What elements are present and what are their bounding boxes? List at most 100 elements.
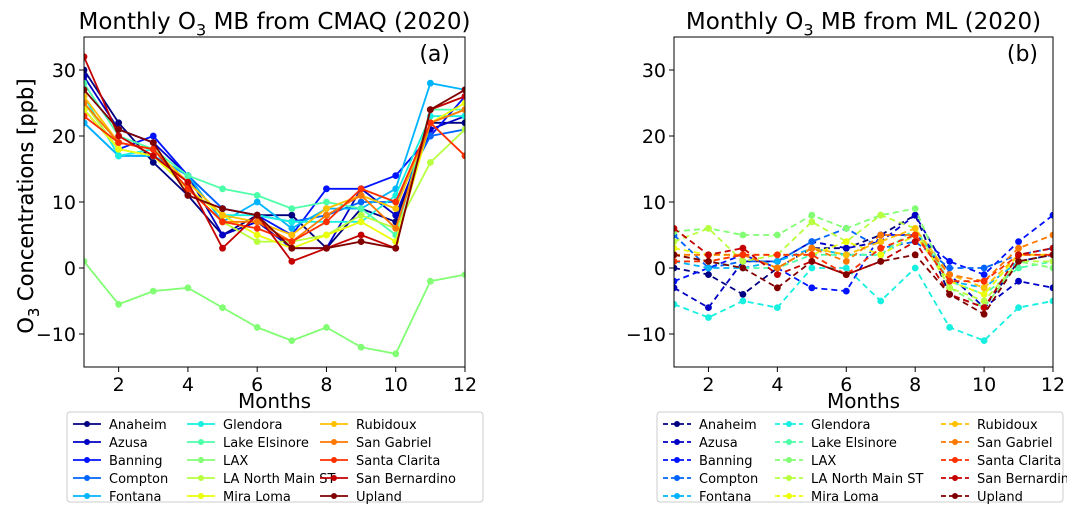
legend-label: Azusa — [699, 436, 738, 451]
y-tick-label: 10 — [52, 192, 76, 214]
legend-label: Upland — [977, 490, 1023, 505]
data-point-santa-clarita-12 — [461, 152, 465, 160]
legend-marker — [331, 475, 337, 481]
legend: Anaheim Azusa Banning Compton Fontana Glendor… — [656, 411, 1067, 505]
legend-marker — [84, 457, 90, 463]
x-axis-label: Months — [238, 389, 311, 413]
data-point-glendora-9 — [946, 324, 954, 331]
legend-label: Azusa — [109, 436, 148, 451]
data-point-san-gabriel-11 — [1015, 244, 1022, 252]
legend-marker — [952, 475, 958, 481]
data-point-san-gabriel-10 — [392, 225, 400, 232]
data-point-anaheim-1 — [674, 264, 678, 272]
series-line-lake-elsinore — [84, 82, 465, 237]
data-point-san-bernardino-5 — [219, 244, 226, 252]
data-point-compton-9 — [946, 264, 954, 272]
series-line-san-bernardino — [674, 227, 1053, 309]
data-point-anaheim-3 — [739, 291, 747, 298]
chart-panel-a: Monthly O3 MB from CMAQ (2020)2 4 6 8 10 12−1… — [14, 9, 484, 505]
data-point-glendora-10 — [980, 337, 988, 344]
data-point-banning-5 — [808, 284, 816, 292]
legend-marker — [786, 457, 792, 463]
legend-label: Lake Elsinore — [223, 436, 309, 451]
x-tick-label: 10 — [384, 374, 408, 396]
series-line-glendora — [674, 266, 1053, 342]
y-axis-label-part1: O — [14, 317, 38, 334]
legend-label: Fontana — [699, 490, 751, 505]
data-point-glendora-12 — [1049, 297, 1053, 305]
x-tick-label: 2 — [702, 374, 714, 396]
data-point-santa-clarita-9 — [946, 277, 954, 285]
legend-marker — [331, 493, 337, 499]
legend-marker — [674, 475, 680, 481]
legend-marker — [952, 457, 958, 463]
chart-title-subscript: 3 — [803, 20, 813, 39]
chart-title-part2: MB from ML (2020) — [814, 9, 1042, 35]
data-point-anaheim-7 — [288, 211, 296, 219]
x-tick-label: 8 — [320, 374, 332, 396]
data-point-san-gabriel-6 — [253, 218, 261, 226]
legend-box — [656, 411, 1064, 503]
data-point-santa-clarita-10 — [980, 277, 988, 285]
data-point-lake-elsinore-1 — [84, 79, 88, 87]
x-tick-label: 2 — [113, 374, 125, 396]
series-line-banning — [674, 214, 1053, 293]
data-point-glendora-6 — [842, 264, 850, 272]
x-tick-label: 10 — [972, 374, 996, 396]
data-point-san-bernardino-7 — [288, 258, 296, 265]
data-point-santa-clarita-3 — [739, 251, 747, 259]
data-point-banning-3 — [149, 132, 157, 140]
data-point-san-bernardino-3 — [149, 152, 157, 160]
data-point-la-north-main-st-11 — [426, 159, 434, 166]
series-line-fontana — [84, 82, 465, 230]
panel-label: (a) — [419, 42, 450, 67]
y-tick-label: 20 — [642, 126, 666, 148]
series-line-anaheim — [84, 69, 465, 250]
data-point-mira-loma-12 — [461, 99, 465, 107]
x-tick-label: 6 — [251, 374, 263, 396]
y-tick-label: 10 — [642, 192, 666, 214]
data-point-upland-10 — [980, 310, 988, 318]
data-point-upland-2 — [115, 125, 123, 133]
data-point-la-north-main-st-12 — [461, 126, 465, 133]
data-point-santa-clarita-1 — [84, 112, 88, 120]
data-point-glendora-11 — [1015, 304, 1022, 311]
data-point-san-bernardino-4 — [184, 178, 192, 186]
data-point-la-north-main-st-1 — [674, 238, 678, 245]
legend-marker — [84, 475, 90, 481]
data-point-san-gabriel-9 — [946, 271, 954, 278]
legend-label: LAX — [811, 454, 836, 469]
data-point-upland-5 — [219, 205, 226, 213]
data-point-la-north-main-st-9 — [357, 211, 365, 219]
data-point-san-gabriel-6 — [842, 258, 850, 265]
data-point-mira-loma-8 — [323, 231, 330, 239]
legend-label: Banning — [109, 454, 162, 469]
data-point-santa-clarita-5 — [219, 218, 226, 226]
legend-label: Mira Loma — [811, 490, 879, 505]
series-group — [84, 53, 465, 358]
data-point-azusa-10 — [392, 211, 400, 219]
series-line-anaheim — [674, 213, 1053, 309]
data-point-lake-elsinore-5 — [219, 185, 226, 193]
x-tick-label: 8 — [909, 374, 921, 396]
y-tick-label: 0 — [654, 258, 666, 280]
y-axis-label-part2: Concentrations [ppb] — [14, 78, 38, 307]
data-point-san-bernardino-12 — [461, 93, 465, 100]
data-point-banning-10 — [392, 172, 400, 180]
data-point-upland-1 — [84, 86, 88, 94]
data-point-lax-5 — [219, 304, 226, 311]
y-tick-label: 20 — [52, 126, 76, 148]
data-point-upland-9 — [357, 238, 365, 246]
data-point-fontana-11 — [426, 79, 434, 87]
data-point-mira-loma-1 — [674, 244, 678, 252]
plot-frame — [673, 36, 1054, 368]
legend-label: Mira Loma — [223, 490, 291, 505]
legend-marker — [674, 421, 680, 427]
data-point-banning-1 — [674, 277, 678, 285]
data-point-mira-loma-7 — [877, 251, 885, 259]
legend-marker — [674, 457, 680, 463]
chart-title-part1: Monthly O — [79, 9, 197, 35]
legend-marker — [331, 439, 337, 445]
data-point-anaheim-3 — [149, 159, 157, 166]
data-point-upland-2 — [705, 258, 712, 265]
